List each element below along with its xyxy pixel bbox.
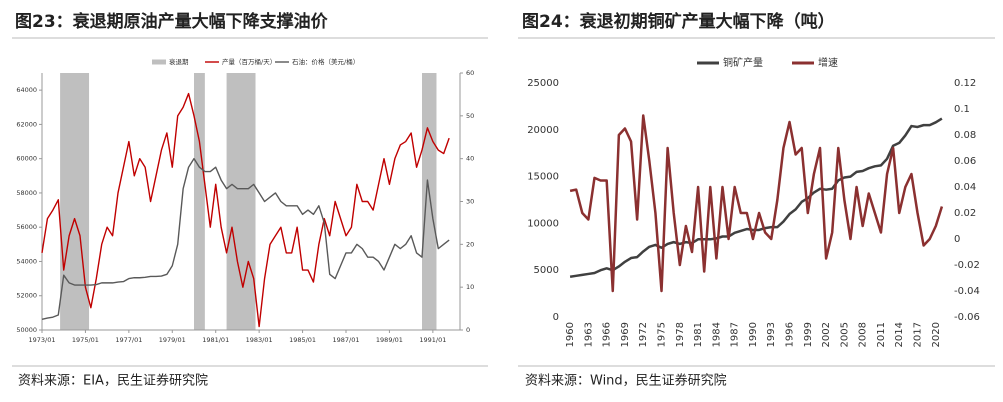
y-tick-label: 54000	[16, 257, 37, 265]
y-tick-label: 64000	[16, 86, 37, 94]
legend-label: 铜矿产量	[723, 56, 763, 69]
y2-tick-label: 0	[954, 234, 960, 245]
y2-tick-label: 40	[466, 155, 474, 163]
y2-tick-label: 10	[466, 283, 474, 291]
x-tick-label: 1966	[602, 322, 613, 347]
y2-tick-label: 0.1	[954, 104, 970, 115]
x-tick-label: 1973/01	[28, 336, 55, 344]
x-tick-label: 1996	[785, 322, 796, 347]
x-tick-label: 1963	[583, 322, 594, 347]
x-tick-label: 1984	[711, 322, 722, 347]
y2-tick-label: 20	[466, 240, 474, 248]
recession-band	[226, 73, 256, 330]
x-tick-label: 1975	[657, 322, 668, 347]
x-tick-label: 1969	[620, 322, 631, 347]
x-tick-label: 2017	[913, 322, 924, 347]
x-tick-label: 1981/01	[202, 336, 229, 344]
recession-band	[194, 73, 205, 330]
y-tick-label: 15000	[527, 172, 559, 183]
x-tick-label: 1977/01	[115, 336, 142, 344]
y2-tick-label: -0.06	[954, 312, 980, 323]
y2-tick-label: 30	[466, 198, 474, 206]
y2-tick-label: 0.02	[954, 208, 976, 219]
y-tick-label: 10000	[527, 218, 559, 229]
legend-label: 衰退期	[169, 57, 189, 66]
x-tick-label: 1987/01	[332, 336, 359, 344]
y2-tick-label: 50	[466, 112, 474, 120]
y2-tick-label: 0.04	[954, 182, 976, 193]
legend-label: 石油：价格（美元/桶）	[292, 57, 359, 66]
y2-tick-label: -0.02	[954, 260, 980, 271]
legend-label: 增速	[818, 56, 838, 69]
x-tick-label: 2002	[821, 322, 832, 347]
series-line	[41, 157, 450, 320]
y-tick-label: 62000	[16, 120, 37, 128]
chart-title: 图24：衰退初期铜矿产量大幅下降（吨）	[522, 11, 835, 32]
source-note: 资料来源：EIA，民生证券研究院	[18, 373, 208, 389]
x-tick-label: 2020	[931, 322, 942, 347]
y-tick-label: 25000	[527, 78, 559, 89]
x-tick-label: 1991/01	[419, 336, 446, 344]
recession-band	[422, 73, 437, 330]
x-tick-label: 1979/01	[159, 336, 186, 344]
x-tick-label: 2008	[858, 322, 869, 347]
x-tick-label: 1983/01	[246, 336, 273, 344]
y2-tick-label: 0.08	[954, 130, 976, 141]
y2-tick-label: 0.12	[954, 78, 976, 89]
x-tick-label: 1993	[766, 322, 777, 347]
y-tick-label: 52000	[16, 292, 37, 300]
y-tick-label: 20000	[527, 125, 559, 136]
source-note: 资料来源：Wind，民生证券研究院	[525, 373, 727, 389]
y-tick-label: 58000	[16, 189, 37, 197]
x-tick-label: 2005	[839, 322, 850, 347]
recession-band	[60, 73, 90, 330]
y2-tick-label: 0	[466, 326, 470, 334]
series-line	[569, 114, 944, 293]
y-tick-label: 60000	[16, 155, 37, 163]
x-tick-label: 1985/01	[289, 336, 316, 344]
x-tick-label: 1999	[803, 322, 814, 347]
x-tick-label: 2014	[894, 322, 905, 347]
y-tick-label: 5000	[534, 265, 559, 276]
x-tick-label: 1972	[638, 322, 649, 347]
legend-swatch	[152, 59, 166, 65]
y2-tick-label: -0.04	[954, 286, 980, 297]
x-tick-label: 1987	[730, 322, 741, 347]
x-tick-label: 1978	[675, 322, 686, 347]
y-tick-label: 0	[553, 312, 559, 323]
x-tick-label: 1990	[748, 322, 759, 347]
x-tick-label: 1975/01	[72, 336, 99, 344]
y-tick-label: 56000	[16, 223, 37, 231]
x-tick-label: 1981	[693, 322, 704, 347]
chart-title: 图23：衰退期原油产量大幅下降支撑油价	[15, 11, 329, 32]
x-tick-label: 1960	[565, 322, 576, 347]
y2-tick-label: 60	[466, 69, 474, 77]
legend-label: 产量（百万桶/天）	[222, 57, 276, 66]
y-tick-label: 50000	[16, 326, 37, 334]
y2-tick-label: 0.06	[954, 156, 976, 167]
series-line	[41, 92, 450, 328]
x-tick-label: 1989/01	[376, 336, 403, 344]
x-tick-label: 2011	[876, 322, 887, 347]
